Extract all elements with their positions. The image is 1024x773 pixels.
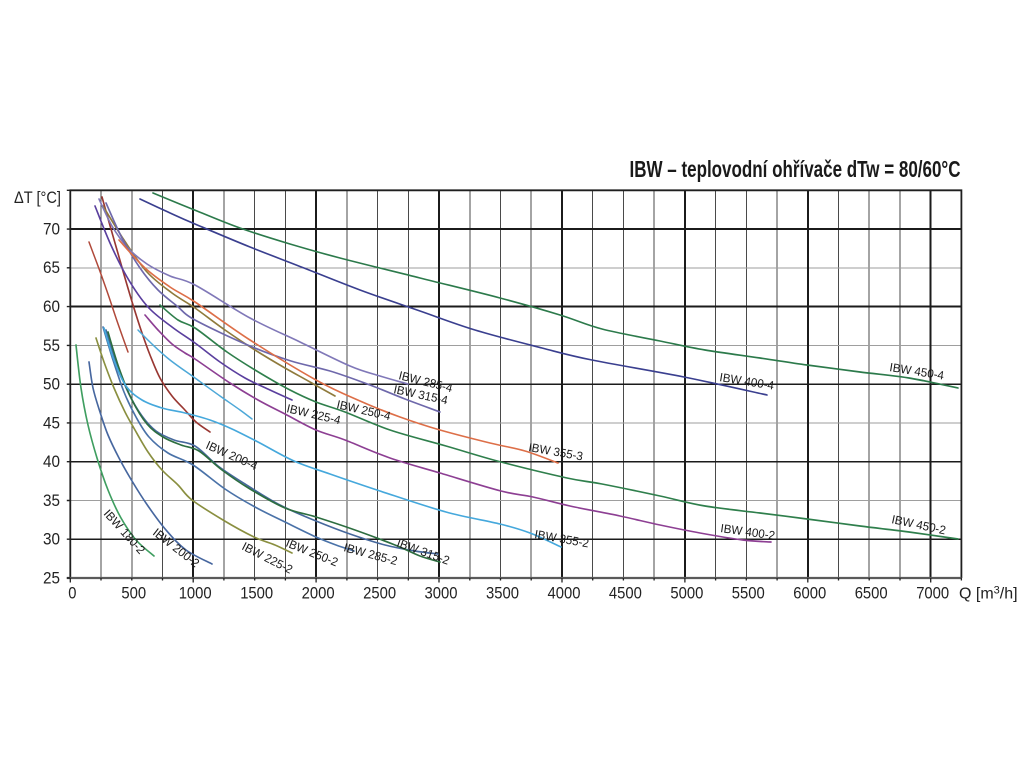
svg-text:35: 35 bbox=[43, 492, 60, 510]
svg-text:70: 70 bbox=[43, 221, 60, 239]
svg-text:45: 45 bbox=[43, 414, 60, 432]
svg-text:IBW – teplovodní ohřívače dTw: IBW – teplovodní ohřívače dTw = 80/60°C bbox=[630, 156, 961, 182]
svg-text:2000: 2000 bbox=[302, 585, 335, 603]
svg-text:1500: 1500 bbox=[240, 585, 273, 603]
svg-text:4500: 4500 bbox=[609, 585, 642, 603]
svg-text:7000: 7000 bbox=[916, 585, 949, 603]
svg-text:ΔT [°C]: ΔT [°C] bbox=[14, 188, 61, 207]
svg-text:6000: 6000 bbox=[793, 585, 826, 603]
svg-text:65: 65 bbox=[43, 259, 60, 277]
svg-text:0: 0 bbox=[68, 585, 76, 603]
svg-text:5500: 5500 bbox=[732, 585, 765, 603]
svg-text:500: 500 bbox=[121, 585, 146, 603]
svg-text:60: 60 bbox=[43, 298, 60, 316]
svg-text:5000: 5000 bbox=[670, 585, 703, 603]
svg-text:40: 40 bbox=[43, 453, 60, 471]
svg-text:Q [m3/h]: Q [m3/h] bbox=[959, 585, 1018, 603]
svg-text:2500: 2500 bbox=[363, 585, 396, 603]
svg-text:3000: 3000 bbox=[425, 585, 458, 603]
svg-text:4000: 4000 bbox=[548, 585, 581, 603]
svg-text:25: 25 bbox=[43, 569, 60, 587]
svg-text:30: 30 bbox=[43, 531, 60, 549]
svg-text:1000: 1000 bbox=[179, 585, 212, 603]
svg-text:3500: 3500 bbox=[486, 585, 519, 603]
svg-text:50: 50 bbox=[43, 376, 60, 394]
svg-text:6500: 6500 bbox=[855, 585, 888, 603]
svg-text:55: 55 bbox=[43, 337, 60, 355]
